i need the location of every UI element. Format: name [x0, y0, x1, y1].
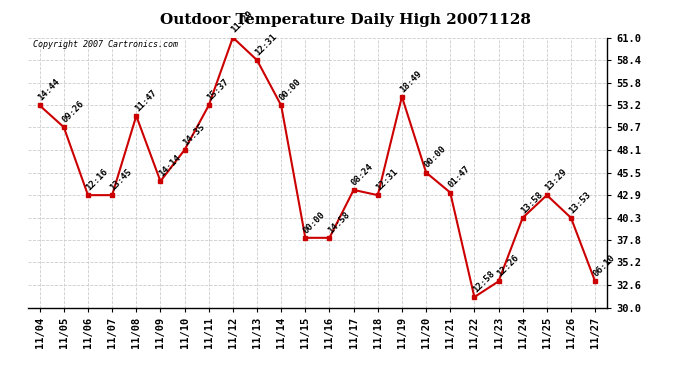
Text: 00:00: 00:00 — [277, 77, 303, 103]
Text: 14:35: 14:35 — [181, 122, 206, 147]
Text: Outdoor Temperature Daily High 20071128: Outdoor Temperature Daily High 20071128 — [159, 13, 531, 27]
Text: 14:14: 14:14 — [157, 153, 182, 178]
Text: 12:16: 12:16 — [84, 167, 110, 192]
Text: 12:31: 12:31 — [253, 32, 279, 57]
Text: 12:58: 12:58 — [471, 269, 496, 294]
Text: 00:00: 00:00 — [302, 210, 327, 235]
Text: 14:58: 14:58 — [326, 210, 351, 235]
Text: 13:45: 13:45 — [108, 167, 134, 192]
Text: 12:26: 12:26 — [495, 253, 520, 279]
Text: 00:00: 00:00 — [422, 144, 448, 170]
Text: 06:10: 06:10 — [591, 253, 617, 279]
Text: 14:44: 14:44 — [36, 77, 61, 103]
Text: 13:58: 13:58 — [519, 190, 544, 215]
Text: 13:29: 13:29 — [543, 167, 569, 192]
Text: 08:24: 08:24 — [350, 162, 375, 187]
Text: 01:47: 01:47 — [446, 164, 472, 190]
Text: 13:53: 13:53 — [567, 190, 593, 215]
Text: 18:49: 18:49 — [398, 69, 424, 94]
Text: 12:31: 12:31 — [374, 167, 400, 192]
Text: 15:37: 15:37 — [205, 77, 230, 103]
Text: 11:47: 11:47 — [132, 88, 158, 113]
Text: 11:29: 11:29 — [229, 9, 255, 35]
Text: 09:26: 09:26 — [60, 99, 86, 124]
Text: Copyright 2007 Cartronics.com: Copyright 2007 Cartronics.com — [33, 40, 179, 49]
